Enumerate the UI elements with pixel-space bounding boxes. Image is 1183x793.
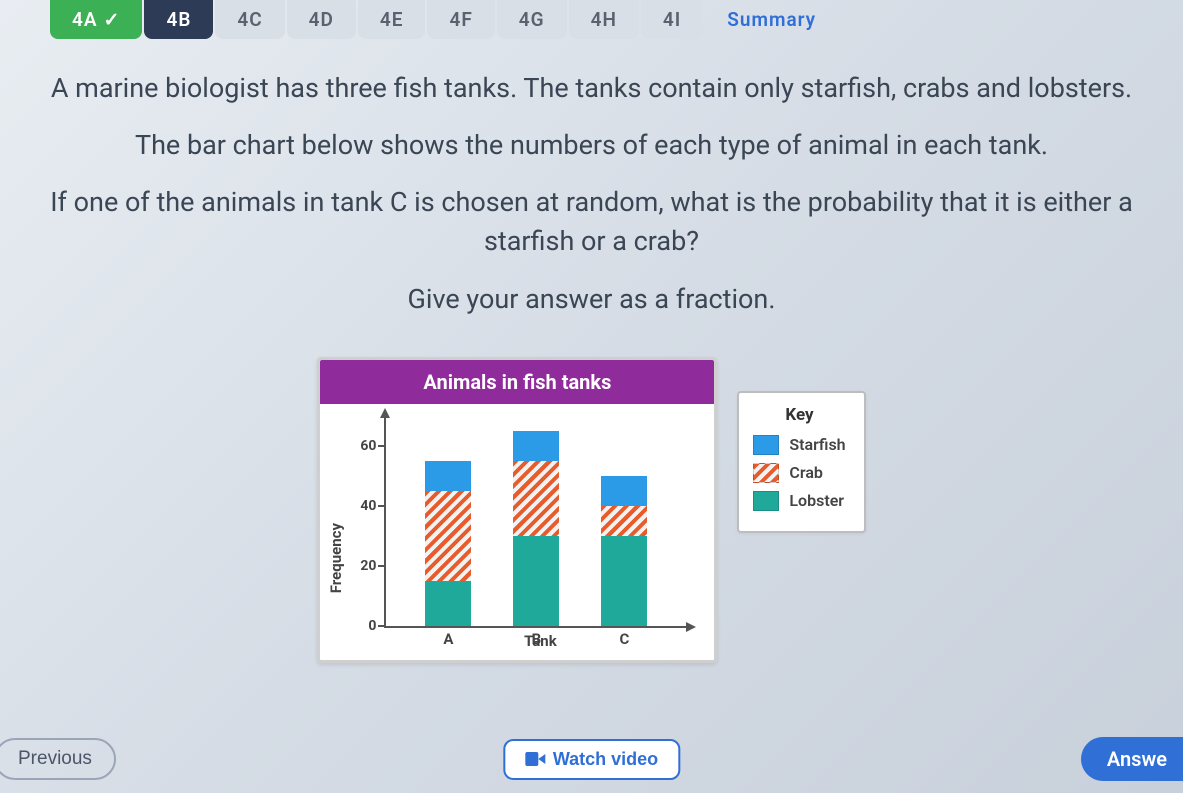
tab-4f[interactable]: 4F — [427, 0, 494, 39]
tab-4a[interactable]: 4A✓ — [50, 0, 142, 39]
y-tick — [378, 565, 386, 567]
tab-4b[interactable]: 4B — [144, 0, 213, 39]
tab-4c[interactable]: 4C — [215, 0, 284, 39]
plot-area: 0204060ABC — [384, 418, 686, 628]
bar-C — [601, 476, 647, 626]
legend-item-crab: Crab — [753, 463, 845, 483]
segment-starfish — [513, 431, 559, 461]
answer-button[interactable]: Answe — [1081, 737, 1183, 781]
segment-lobster — [513, 536, 559, 626]
legend-label: Lobster — [789, 491, 844, 510]
legend-label: Crab — [789, 463, 823, 482]
chart-legend: Key Starfish Crab Lobster — [737, 391, 865, 533]
y-tick-label: 40 — [350, 498, 376, 514]
swatch-starfish — [753, 435, 779, 455]
chart-title: Animals in fish tanks — [320, 360, 714, 404]
y-axis-arrow-icon — [380, 408, 390, 418]
question-line-1: A marine biologist has three fish tanks.… — [30, 69, 1153, 108]
segment-crab — [425, 491, 471, 581]
question-line-2: The bar chart below shows the numbers of… — [30, 126, 1153, 165]
question-line-3: If one of the animals in tank C is chose… — [30, 183, 1153, 261]
chart-card: Animals in fish tanks Frequency 0204060A… — [317, 357, 717, 663]
y-tick-label: 20 — [350, 558, 376, 574]
chart-body: Frequency 0204060ABC Tank — [320, 404, 714, 660]
tab-4h[interactable]: 4H — [569, 0, 639, 39]
y-tick — [378, 505, 386, 507]
previous-button[interactable]: Previous — [0, 738, 116, 780]
segment-crab — [513, 461, 559, 536]
x-category-label: B — [532, 630, 542, 648]
question-text: A marine biologist has three fish tanks.… — [0, 39, 1183, 347]
segment-starfish — [601, 476, 647, 506]
legend-item-starfish: Starfish — [753, 435, 845, 455]
segment-lobster — [601, 536, 647, 626]
chart-region: Animals in fish tanks Frequency 0204060A… — [0, 357, 1183, 663]
question-tabs: 4A✓4B4C4D4E4F4G4H4ISummary — [0, 0, 1183, 39]
video-icon — [525, 752, 545, 766]
question-line-4: Give your answer as a fraction. — [30, 280, 1153, 319]
x-category-label: A — [443, 630, 453, 648]
segment-starfish — [425, 461, 471, 491]
tab-4e[interactable]: 4E — [358, 0, 426, 39]
x-category-label: C — [619, 630, 629, 648]
legend-item-lobster: Lobster — [753, 491, 845, 511]
segment-lobster — [425, 581, 471, 626]
swatch-lobster — [753, 491, 779, 511]
tab-summary[interactable]: Summary — [705, 0, 838, 39]
bar-container — [386, 418, 686, 626]
tab-4g[interactable]: 4G — [497, 0, 567, 39]
y-tick — [378, 625, 386, 627]
footer-bar: Previous Watch video Answe — [0, 737, 1183, 781]
bar-B — [513, 431, 559, 626]
x-axis-arrow-icon — [686, 622, 696, 632]
check-icon: ✓ — [104, 8, 121, 31]
watch-video-button[interactable]: Watch video — [503, 739, 680, 780]
tab-4d[interactable]: 4D — [287, 0, 356, 39]
tab-4i[interactable]: 4I — [641, 0, 703, 39]
y-tick-label: 60 — [350, 438, 376, 454]
y-axis-label: Frequency — [327, 523, 345, 593]
y-tick — [378, 445, 386, 447]
legend-label: Starfish — [789, 435, 845, 454]
y-tick-label: 0 — [350, 618, 376, 634]
legend-title: Key — [753, 405, 845, 425]
bar-A — [425, 461, 471, 626]
swatch-crab — [753, 463, 779, 483]
watch-video-label: Watch video — [553, 749, 658, 770]
segment-crab — [601, 506, 647, 536]
